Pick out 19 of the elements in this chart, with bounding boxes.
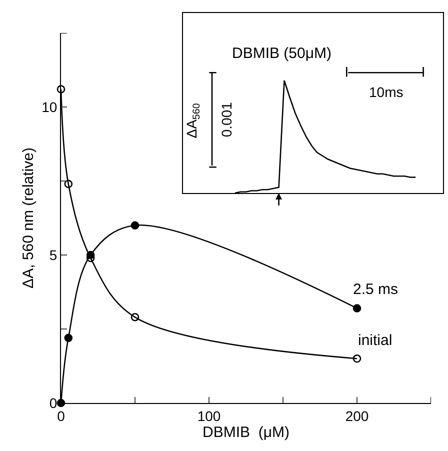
point bbox=[64, 334, 73, 342]
y-tick-label: 0 bbox=[49, 394, 58, 411]
annotation: 10ms bbox=[369, 84, 404, 100]
series-label: 2.5 ms bbox=[353, 281, 398, 298]
point bbox=[64, 180, 73, 188]
y-axis-title: ΔA, 560 nm (relative) bbox=[20, 148, 37, 288]
x-tick-label: 100 bbox=[197, 408, 221, 424]
y-tick-label: 10 bbox=[42, 98, 58, 115]
series-label: initial bbox=[358, 332, 392, 349]
annotation: 0.001 bbox=[218, 102, 234, 138]
point bbox=[352, 304, 362, 312]
point bbox=[130, 221, 140, 230]
x-tick-label: 200 bbox=[345, 408, 369, 424]
point bbox=[56, 85, 66, 94]
point bbox=[130, 313, 140, 322]
chart-title: DBMIB (50μM) bbox=[232, 45, 332, 62]
x-axis-title: DBMIB (μM) bbox=[202, 424, 290, 441]
point bbox=[352, 354, 362, 363]
y-tick-label: 5 bbox=[49, 246, 58, 263]
